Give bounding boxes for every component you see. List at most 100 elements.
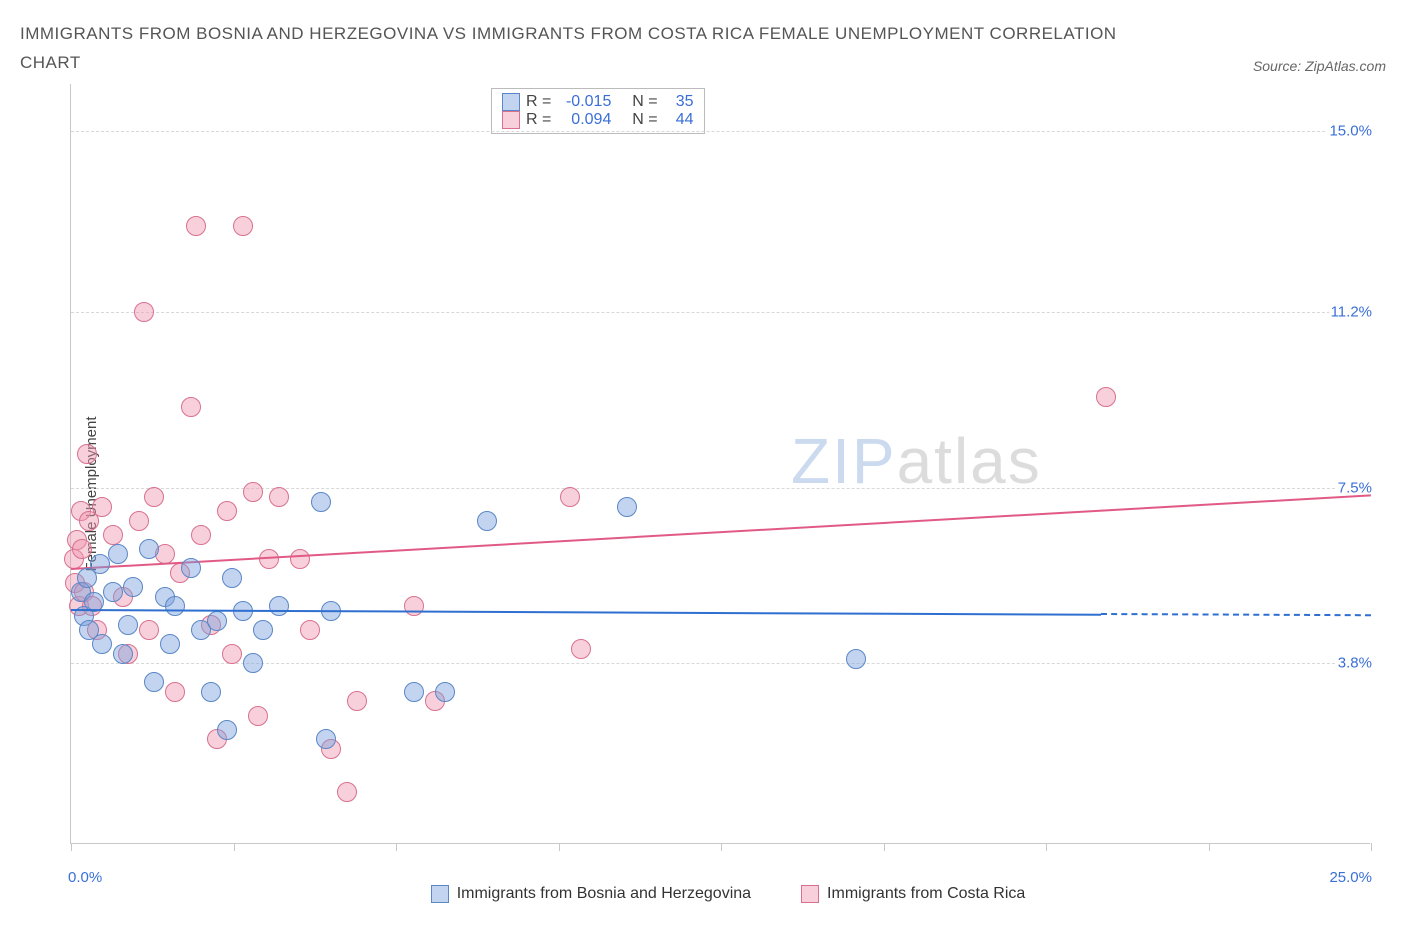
series-legend: Immigrants from Bosnia and Herzegovina I… — [70, 882, 1386, 906]
data-point-bosnia — [207, 611, 227, 631]
chart-title: IMMIGRANTS FROM BOSNIA AND HERZEGOVINA V… — [20, 20, 1120, 78]
data-point-costarica — [217, 501, 237, 521]
data-point-bosnia — [477, 511, 497, 531]
x-tick — [1046, 843, 1047, 851]
gridline — [71, 663, 1370, 664]
x-tick — [884, 843, 885, 851]
chart-container: Female Unemployment ZIPatlas R =-0.015 N… — [20, 84, 1386, 904]
y-tick-label: 3.8% — [1336, 655, 1374, 672]
data-point-costarica — [72, 539, 92, 559]
stat-row-costarica: R = 0.094 N = 44 — [502, 111, 694, 129]
data-point-bosnia — [118, 615, 138, 635]
data-point-costarica — [243, 482, 263, 502]
data-point-costarica — [181, 397, 201, 417]
trend-line — [71, 495, 1371, 571]
data-point-costarica — [290, 549, 310, 569]
data-point-costarica — [129, 511, 149, 531]
y-tick-label: 15.0% — [1327, 123, 1374, 140]
data-point-costarica — [222, 644, 242, 664]
data-point-costarica — [248, 706, 268, 726]
x-axis-max-label: 25.0% — [1329, 869, 1372, 886]
data-point-costarica — [191, 525, 211, 545]
data-point-bosnia — [269, 596, 289, 616]
data-point-costarica — [1096, 387, 1116, 407]
stat-N-label: N = — [632, 93, 657, 111]
data-point-bosnia — [311, 492, 331, 512]
stat-swatch — [502, 93, 520, 111]
data-point-bosnia — [404, 682, 424, 702]
x-tick — [721, 843, 722, 851]
data-point-bosnia — [108, 544, 128, 564]
x-tick — [396, 843, 397, 851]
data-point-costarica — [103, 525, 123, 545]
data-point-costarica — [165, 682, 185, 702]
data-point-costarica — [134, 302, 154, 322]
stat-R-value: 0.094 — [557, 111, 611, 129]
stat-N-value: 35 — [664, 93, 694, 111]
correlation-stats-legend: R = -0.015 N = 35 R = 0.094 N = 44 — [491, 88, 705, 134]
y-tick-label: 7.5% — [1336, 479, 1374, 496]
x-tick — [71, 843, 72, 851]
data-point-costarica — [269, 487, 289, 507]
data-point-bosnia — [160, 634, 180, 654]
data-point-costarica — [139, 620, 159, 640]
chart-header: IMMIGRANTS FROM BOSNIA AND HERZEGOVINA V… — [20, 20, 1386, 78]
data-point-bosnia — [113, 644, 133, 664]
data-point-bosnia — [165, 596, 185, 616]
data-point-costarica — [233, 216, 253, 236]
data-point-bosnia — [243, 653, 263, 673]
x-axis-min-label: 0.0% — [68, 869, 102, 886]
data-point-costarica — [571, 639, 591, 659]
data-point-bosnia — [316, 729, 336, 749]
data-point-bosnia — [222, 568, 242, 588]
data-point-bosnia — [435, 682, 455, 702]
legend-swatch-costarica — [801, 885, 819, 903]
y-tick-label: 11.2% — [1329, 303, 1374, 320]
stat-row-bosnia: R = -0.015 N = 35 — [502, 93, 694, 111]
legend-item-costarica: Immigrants from Costa Rica — [801, 885, 1025, 903]
data-point-bosnia — [103, 582, 123, 602]
gridline — [71, 488, 1370, 489]
data-point-costarica — [92, 497, 112, 517]
data-point-bosnia — [846, 649, 866, 669]
stat-R-label: R = — [526, 111, 551, 129]
stat-swatch — [502, 111, 520, 129]
source-attribution: Source: ZipAtlas.com — [1253, 58, 1386, 78]
data-point-bosnia — [92, 634, 112, 654]
data-point-bosnia — [139, 539, 159, 559]
trend-line — [71, 609, 1101, 616]
data-point-bosnia — [617, 497, 637, 517]
data-point-bosnia — [90, 554, 110, 574]
legend-label-costarica: Immigrants from Costa Rica — [827, 885, 1025, 903]
x-tick — [234, 843, 235, 851]
stat-N-label: N = — [632, 111, 657, 129]
legend-label-bosnia: Immigrants from Bosnia and Herzegovina — [457, 885, 751, 903]
legend-swatch-bosnia — [431, 885, 449, 903]
x-tick — [1209, 843, 1210, 851]
data-point-bosnia — [181, 558, 201, 578]
stat-R-label: R = — [526, 93, 551, 111]
stat-N-value: 44 — [664, 111, 694, 129]
data-point-costarica — [404, 596, 424, 616]
data-point-bosnia — [144, 672, 164, 692]
data-point-costarica — [144, 487, 164, 507]
x-tick — [559, 843, 560, 851]
scatter-plot-area: ZIPatlas R =-0.015 N =35R =0.094 N =44 1… — [70, 84, 1370, 844]
data-point-costarica — [186, 216, 206, 236]
data-point-bosnia — [253, 620, 273, 640]
trend-line-extrapolated — [1101, 613, 1371, 616]
gridline — [71, 131, 1370, 132]
data-point-bosnia — [201, 682, 221, 702]
data-point-costarica — [347, 691, 367, 711]
watermark-zip: ZIP — [791, 425, 897, 497]
x-tick — [1371, 843, 1372, 851]
legend-item-bosnia: Immigrants from Bosnia and Herzegovina — [431, 885, 751, 903]
data-point-costarica — [77, 444, 97, 464]
data-point-costarica — [337, 782, 357, 802]
data-point-bosnia — [217, 720, 237, 740]
data-point-costarica — [300, 620, 320, 640]
data-point-bosnia — [123, 577, 143, 597]
data-point-costarica — [560, 487, 580, 507]
stat-R-value: -0.015 — [557, 93, 611, 111]
watermark-atlas: atlas — [897, 425, 1042, 497]
